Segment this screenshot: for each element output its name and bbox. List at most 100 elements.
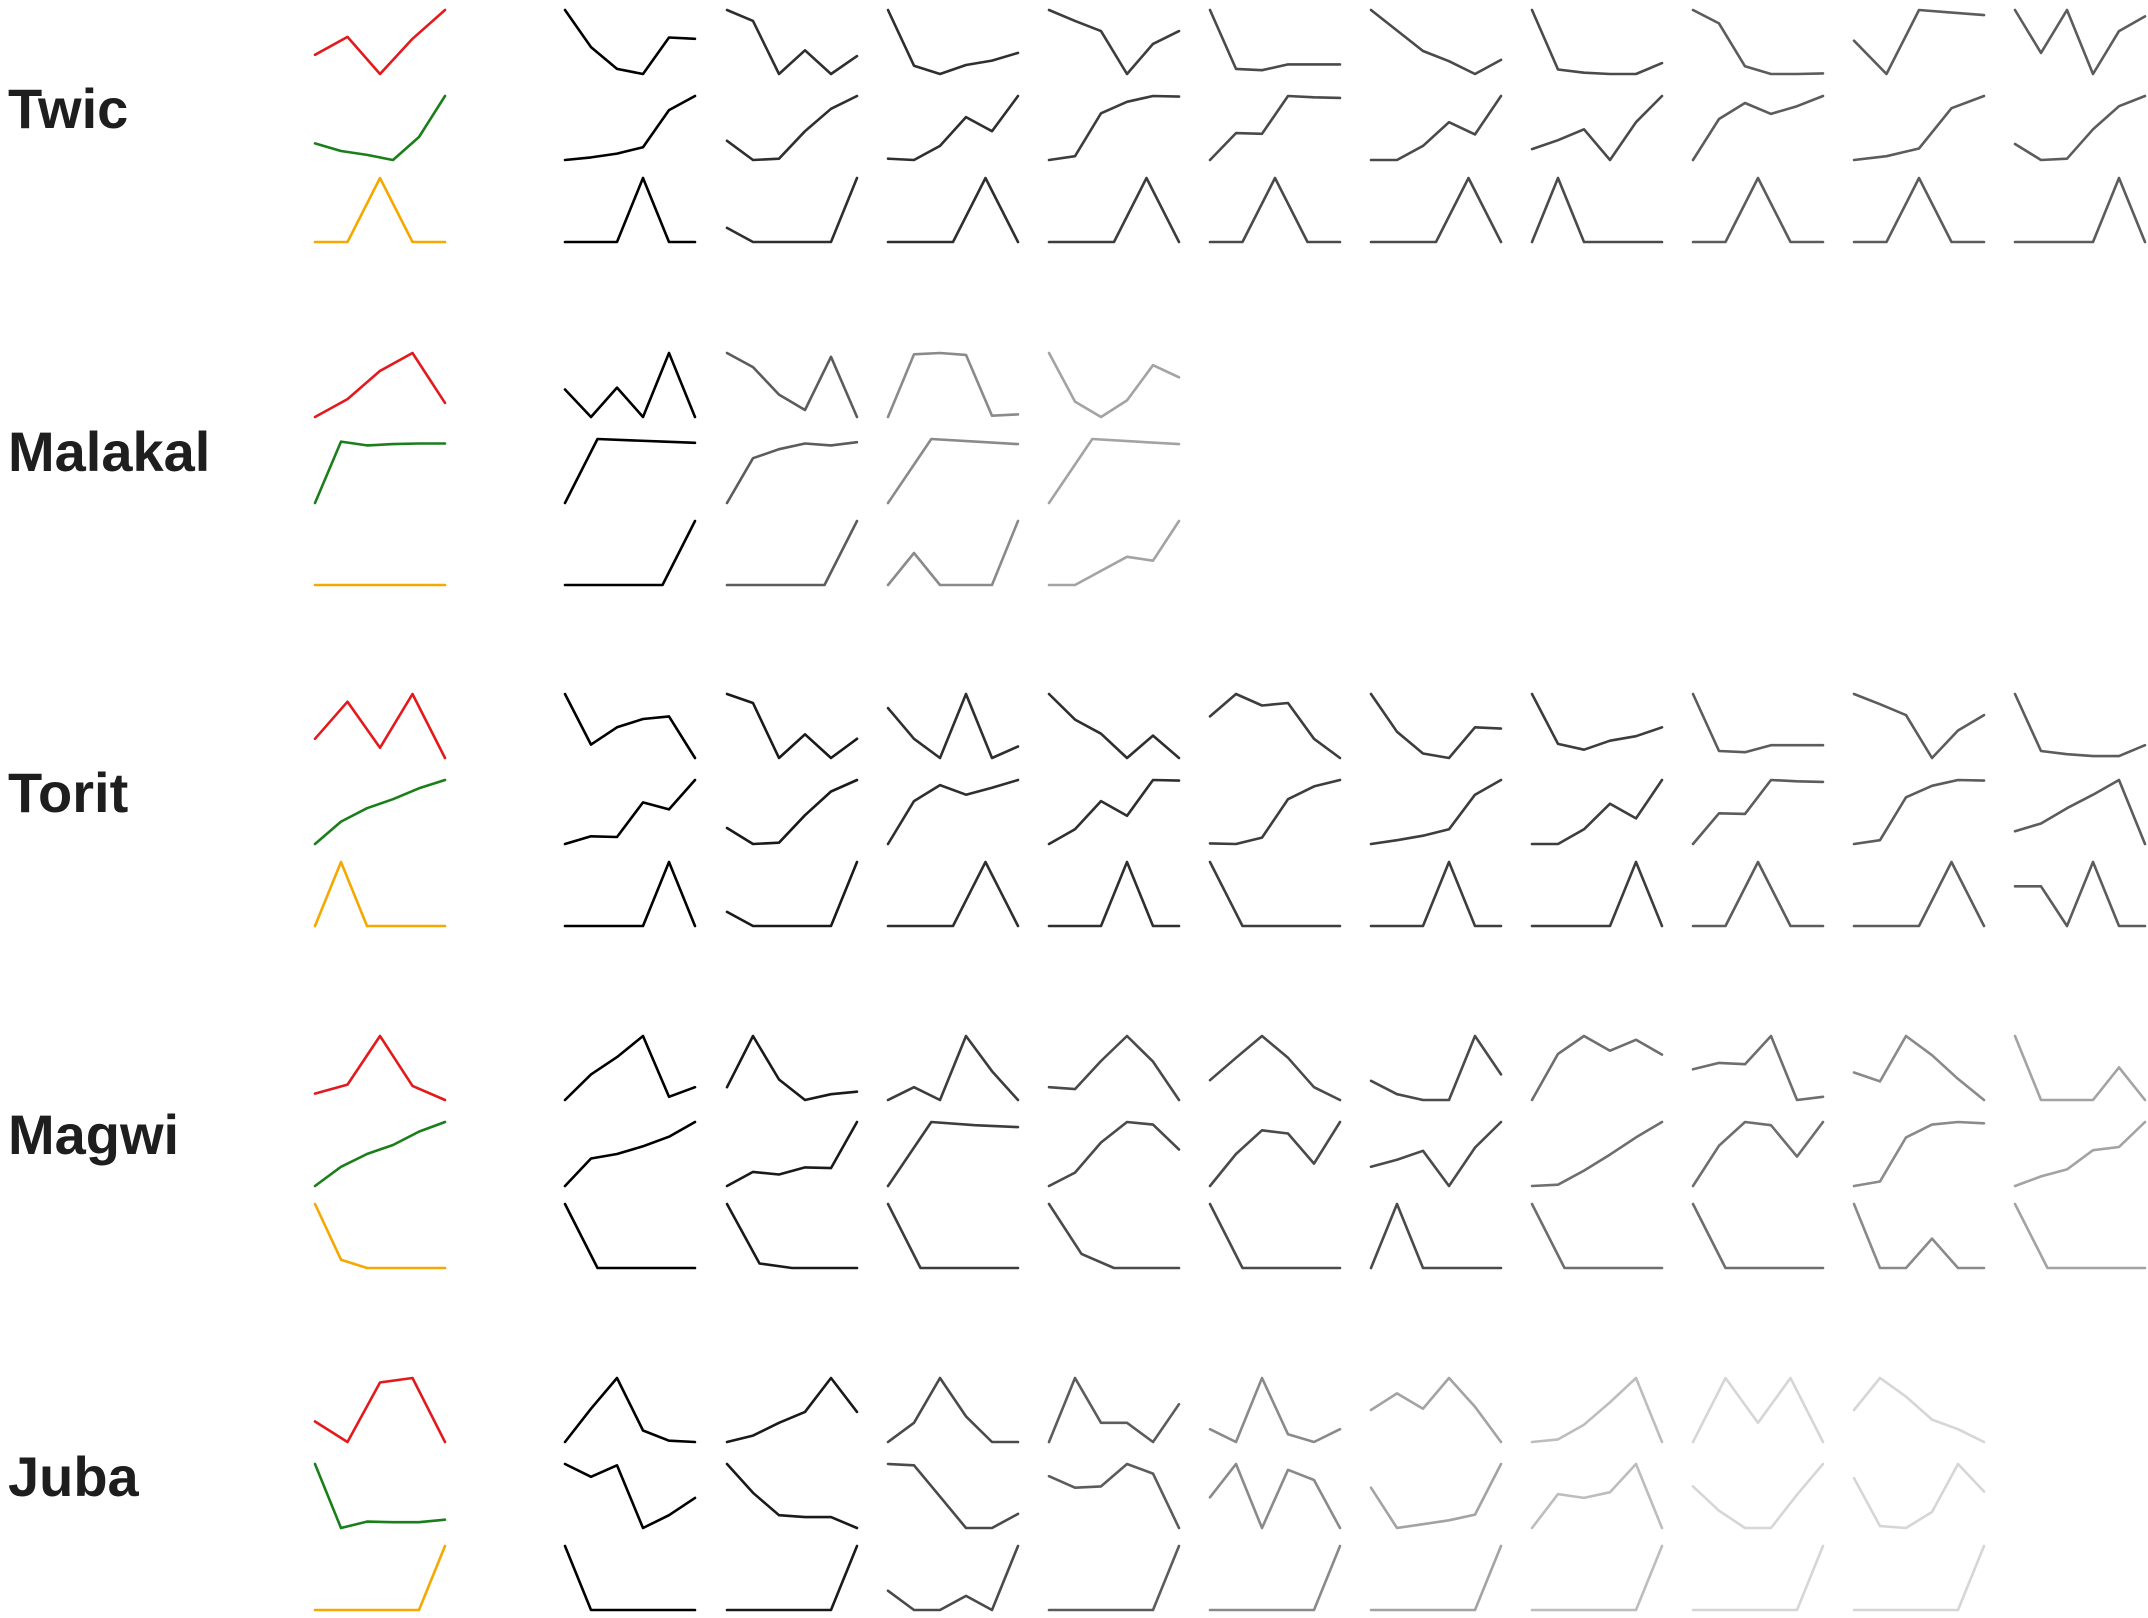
neighbor-sparkline-2-row-3 — [725, 176, 859, 244]
neighbor-sparkline-10-row-3 — [2013, 176, 2147, 244]
neighbor-sparkline-3-row-1 — [886, 8, 1020, 76]
neighbor-sparkline-8-row-3 — [1691, 1544, 1825, 1612]
neighbor-sparkline-6-row-1 — [1369, 8, 1503, 76]
target-sparkline-row-3 — [313, 860, 447, 928]
neighbor-sparkline-5-row-3 — [1208, 1544, 1342, 1612]
neighbor-sparkline-9-row-3 — [1852, 176, 1986, 244]
neighbor-sparkline-1-row-3 — [563, 176, 697, 244]
neighbor-sparkline-6-row-3 — [1369, 1544, 1503, 1612]
neighbor-sparkline-5-row-2 — [1208, 94, 1342, 162]
neighbor-sparkline-5-row-3 — [1208, 860, 1342, 928]
neighbor-sparkline-2-row-3 — [725, 860, 859, 928]
neighbor-sparkline-6-row-3 — [1369, 1202, 1503, 1270]
neighbor-sparkline-7-row-1 — [1530, 8, 1664, 76]
neighbor-sparkline-7-row-3 — [1530, 860, 1664, 928]
neighbor-sparkline-6-row-1 — [1369, 1034, 1503, 1102]
neighbor-sparkline-1-row-3 — [563, 1544, 697, 1612]
neighbor-sparkline-5-row-2 — [1208, 778, 1342, 846]
neighbor-sparkline-4-row-1 — [1047, 351, 1181, 419]
neighbor-sparkline-8-row-1 — [1691, 692, 1825, 754]
target-sparkline-row-1 — [313, 1376, 447, 1444]
neighbor-sparkline-9-row-1 — [1852, 8, 1986, 76]
neighbor-sparkline-3-row-3 — [886, 519, 1020, 587]
neighbor-sparkline-8-row-1 — [1691, 8, 1825, 76]
neighbor-sparkline-1-row-2 — [563, 778, 697, 846]
target-sparkline-row-1 — [313, 8, 447, 76]
neighbor-sparkline-2-row-2 — [725, 1462, 859, 1530]
neighbor-sparkline-8-row-1 — [1691, 1376, 1825, 1444]
neighbor-sparkline-8-row-3 — [1691, 1202, 1825, 1270]
neighbor-sparkline-2-row-2 — [725, 94, 859, 162]
target-sparkline-row-1 — [313, 692, 447, 760]
neighbor-sparkline-8-row-1 — [1691, 1034, 1825, 1102]
neighbor-sparkline-4-row-2 — [1047, 778, 1181, 846]
neighbor-sparkline-9-row-3 — [1852, 1544, 1986, 1612]
neighbor-sparkline-5-row-1 — [1208, 692, 1342, 760]
neighbor-sparkline-2-row-2 — [725, 778, 859, 846]
neighbor-sparkline-4-row-2 — [1047, 1462, 1181, 1530]
neighbor-sparkline-6-row-2 — [1369, 94, 1503, 162]
region-malakal: Malakal — [8, 351, 1181, 587]
neighbor-sparkline-1-row-1 — [563, 1376, 697, 1444]
neighbor-sparkline-4-row-2 — [1047, 437, 1181, 505]
target-sparkline-row-2 — [313, 440, 447, 505]
neighbor-sparkline-9-row-1 — [1852, 1034, 1986, 1102]
neighbor-sparkline-4-row-1 — [1047, 1034, 1181, 1102]
target-sparkline-row-3 — [313, 1544, 447, 1612]
neighbor-sparkline-8-row-3 — [1691, 176, 1825, 244]
neighbor-sparkline-7-row-2 — [1530, 1120, 1664, 1188]
neighbor-sparkline-2-row-1 — [725, 692, 859, 760]
neighbor-sparkline-7-row-3 — [1530, 176, 1664, 244]
neighbor-sparkline-3-row-3 — [886, 1202, 1020, 1270]
region-label: Malakal — [8, 420, 210, 483]
neighbor-sparkline-5-row-3 — [1208, 1202, 1342, 1270]
neighbor-sparkline-9-row-2 — [1852, 94, 1986, 162]
neighbor-sparkline-4-row-3 — [1047, 1202, 1181, 1270]
neighbor-sparkline-8-row-2 — [1691, 1462, 1825, 1530]
region-label: Twic — [8, 77, 128, 140]
neighbor-sparkline-1-row-2 — [563, 94, 697, 162]
neighbor-sparkline-2-row-3 — [725, 1202, 859, 1270]
neighbor-sparkline-6-row-2 — [1369, 1462, 1503, 1530]
neighbor-sparkline-1-row-2 — [563, 1462, 697, 1530]
neighbor-sparkline-1-row-2 — [563, 1120, 697, 1188]
neighbor-sparkline-2-row-1 — [725, 1034, 859, 1102]
neighbor-sparkline-10-row-1 — [2013, 8, 2147, 76]
neighbor-sparkline-5-row-1 — [1208, 1376, 1342, 1444]
neighbor-sparkline-2-row-1 — [725, 8, 859, 76]
neighbor-sparkline-8-row-2 — [1691, 778, 1825, 846]
neighbor-sparkline-7-row-1 — [1530, 692, 1664, 751]
region-juba: Juba — [8, 1376, 1986, 1612]
neighbor-sparkline-1-row-3 — [563, 860, 697, 928]
neighbor-sparkline-3-row-1 — [886, 692, 1020, 760]
neighbor-sparkline-8-row-3 — [1691, 860, 1825, 928]
neighbor-sparkline-1-row-1 — [563, 692, 697, 760]
neighbor-sparkline-6-row-2 — [1369, 1120, 1503, 1188]
region-torit: Torit — [8, 692, 2147, 928]
neighbor-sparkline-9-row-2 — [1852, 778, 1986, 846]
target-sparkline-row-3 — [313, 1202, 447, 1270]
neighbor-sparkline-10-row-2 — [2013, 778, 2147, 846]
neighbor-sparkline-5-row-2 — [1208, 1120, 1342, 1188]
neighbor-sparkline-1-row-3 — [563, 1202, 697, 1270]
neighbor-sparkline-9-row-2 — [1852, 1462, 1986, 1530]
neighbor-sparkline-3-row-2 — [886, 94, 1020, 162]
neighbor-sparkline-4-row-3 — [1047, 176, 1181, 244]
neighbor-sparkline-3-row-3 — [886, 860, 1020, 928]
neighbor-sparkline-9-row-3 — [1852, 860, 1986, 928]
neighbor-sparkline-7-row-1 — [1530, 1034, 1664, 1102]
neighbor-sparkline-3-row-1 — [886, 1034, 1020, 1102]
neighbor-sparkline-2-row-1 — [725, 1376, 859, 1444]
neighbor-sparkline-2-row-2 — [725, 1120, 859, 1188]
neighbor-sparkline-4-row-3 — [1047, 1544, 1181, 1612]
neighbor-sparkline-6-row-3 — [1369, 176, 1503, 244]
neighbor-sparkline-9-row-1 — [1852, 1376, 1986, 1444]
neighbor-sparkline-7-row-2 — [1530, 94, 1664, 162]
neighbor-sparkline-1-row-1 — [563, 351, 697, 419]
region-twic: Twic — [8, 8, 2147, 244]
neighbor-sparkline-3-row-2 — [886, 1462, 1020, 1530]
neighbor-sparkline-10-row-2 — [2013, 94, 2147, 162]
neighbor-sparkline-3-row-1 — [886, 351, 1020, 419]
neighbor-sparkline-10-row-1 — [2013, 692, 2147, 758]
